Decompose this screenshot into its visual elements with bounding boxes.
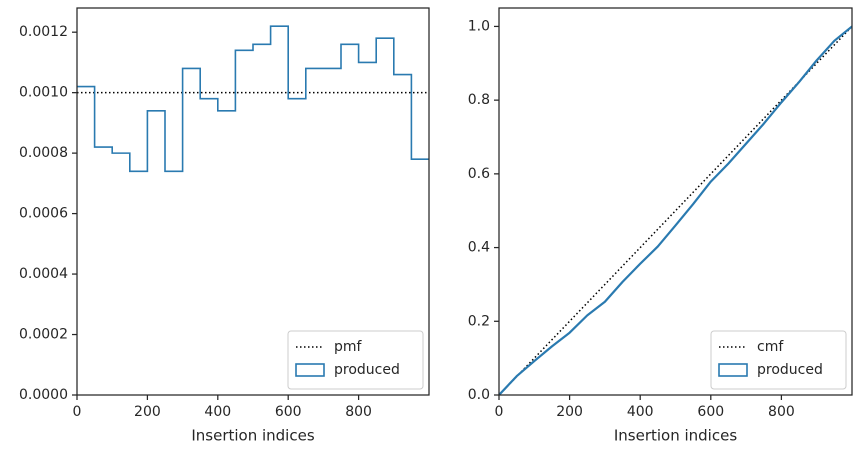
y-tick-label: 0.2: [468, 313, 490, 329]
chart-panel-2: 0 200 400 600 800 0.0 0.2 0.4 0.6 0.8 1.0 Insertion…: [468, 7, 853, 445]
y-tick-label: 0.4: [468, 240, 490, 256]
y-tick-label: 0.0012: [19, 24, 68, 40]
x-tick-label: 200: [556, 404, 583, 420]
legend-box-swatch: [295, 363, 325, 377]
y-tick-label: 0.0006: [19, 206, 68, 222]
legend: pmf produced: [287, 330, 424, 390]
x-tick-label: 400: [204, 404, 231, 420]
chart-panel-1: 0 200 400 600 800 0.0000 0.0002 0.0004 0.0006 0.0…: [19, 7, 430, 445]
y-tick-label: 0.0010: [19, 85, 68, 101]
y-tick-label: 0.0002: [19, 327, 68, 343]
x-axis-label: Insertion indices: [191, 427, 314, 445]
legend-label: pmf: [334, 339, 363, 355]
x-tick-label: 0: [73, 404, 82, 420]
legend-frame: [710, 330, 847, 390]
x-tick-label: 800: [345, 404, 372, 420]
y-tick-label: 0.0004: [19, 266, 68, 282]
legend-label: produced: [334, 362, 400, 378]
x-tick-label: 800: [768, 404, 795, 420]
y-tick-label: 0.0: [468, 387, 490, 403]
x-axis-label: Insertion indices: [614, 427, 737, 445]
y-tick-label: 0.0000: [19, 387, 68, 403]
legend-label: cmf: [757, 339, 784, 355]
axes-frame: [76, 7, 430, 396]
produced-step-histogram: [77, 25, 429, 173]
legend-frame: [287, 330, 424, 390]
x-tick-label: 0: [495, 404, 504, 420]
y-tick-label: 0.0008: [19, 145, 68, 161]
y-tick-label: 1.0: [468, 18, 490, 34]
x-tick-label: 600: [275, 404, 302, 420]
produced-cumulative-line: [499, 25, 852, 395]
y-tick-label: 0.6: [468, 166, 490, 182]
x-tick-label: 200: [134, 404, 161, 420]
legend-label: produced: [757, 362, 823, 378]
x-tick-label: 600: [697, 404, 724, 420]
y-tick-label: 0.8: [468, 92, 490, 108]
axes-frame: [498, 7, 853, 396]
x-tick-label: 400: [627, 404, 654, 420]
legend: cmf produced: [710, 330, 847, 390]
legend-box-swatch: [718, 363, 748, 377]
